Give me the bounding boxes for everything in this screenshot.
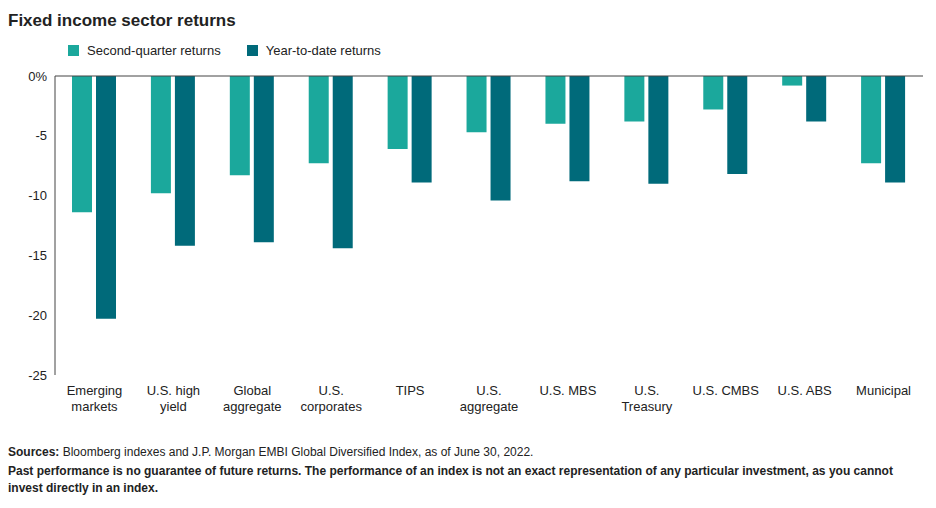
html-text:Sources: Bloomberg indexes and: Sources: Bloomberg indexes and J.P. Morg… [8,445,534,459]
svg-text:TIPS: TIPS [396,383,425,398]
svg-text:Municipal: Municipal [856,383,911,398]
svg-text:0%: 0% [28,69,47,84]
html-text:Year-to-date returns: Year-to-date returns [265,42,381,58]
svg-text:U.S.Treasury: U.S.Treasury [621,383,672,414]
svg-text:-20: -20 [28,308,47,323]
svg-text:Emergingmarkets: Emergingmarkets [67,383,123,414]
html-text:Second-quarter returns: Second-quarter returns [87,42,221,58]
svg-text:-10: -10 [28,188,47,203]
svg-text:U.S. highyield: U.S. highyield [147,383,200,414]
html-text:Fixed income sector returns: Fixed income sector returns [8,11,236,30]
svg-text:U.S.corporates: U.S.corporates [300,383,362,414]
svg-text:U.S.aggregate: U.S.aggregate [460,383,519,414]
svg-text:U.S. MBS: U.S. MBS [539,383,596,398]
svg-text:U.S. ABS: U.S. ABS [778,383,833,398]
svg-text:Globalaggregate: Globalaggregate [223,383,282,414]
html-text:Past performance is no guarant: Past performance is no guarantee of futu… [8,464,893,495]
svg-text:U.S. CMBS: U.S. CMBS [692,383,759,398]
svg-text:-15: -15 [28,248,47,263]
svg-text:-5: -5 [35,128,47,143]
svg-text:-25: -25 [28,368,47,383]
